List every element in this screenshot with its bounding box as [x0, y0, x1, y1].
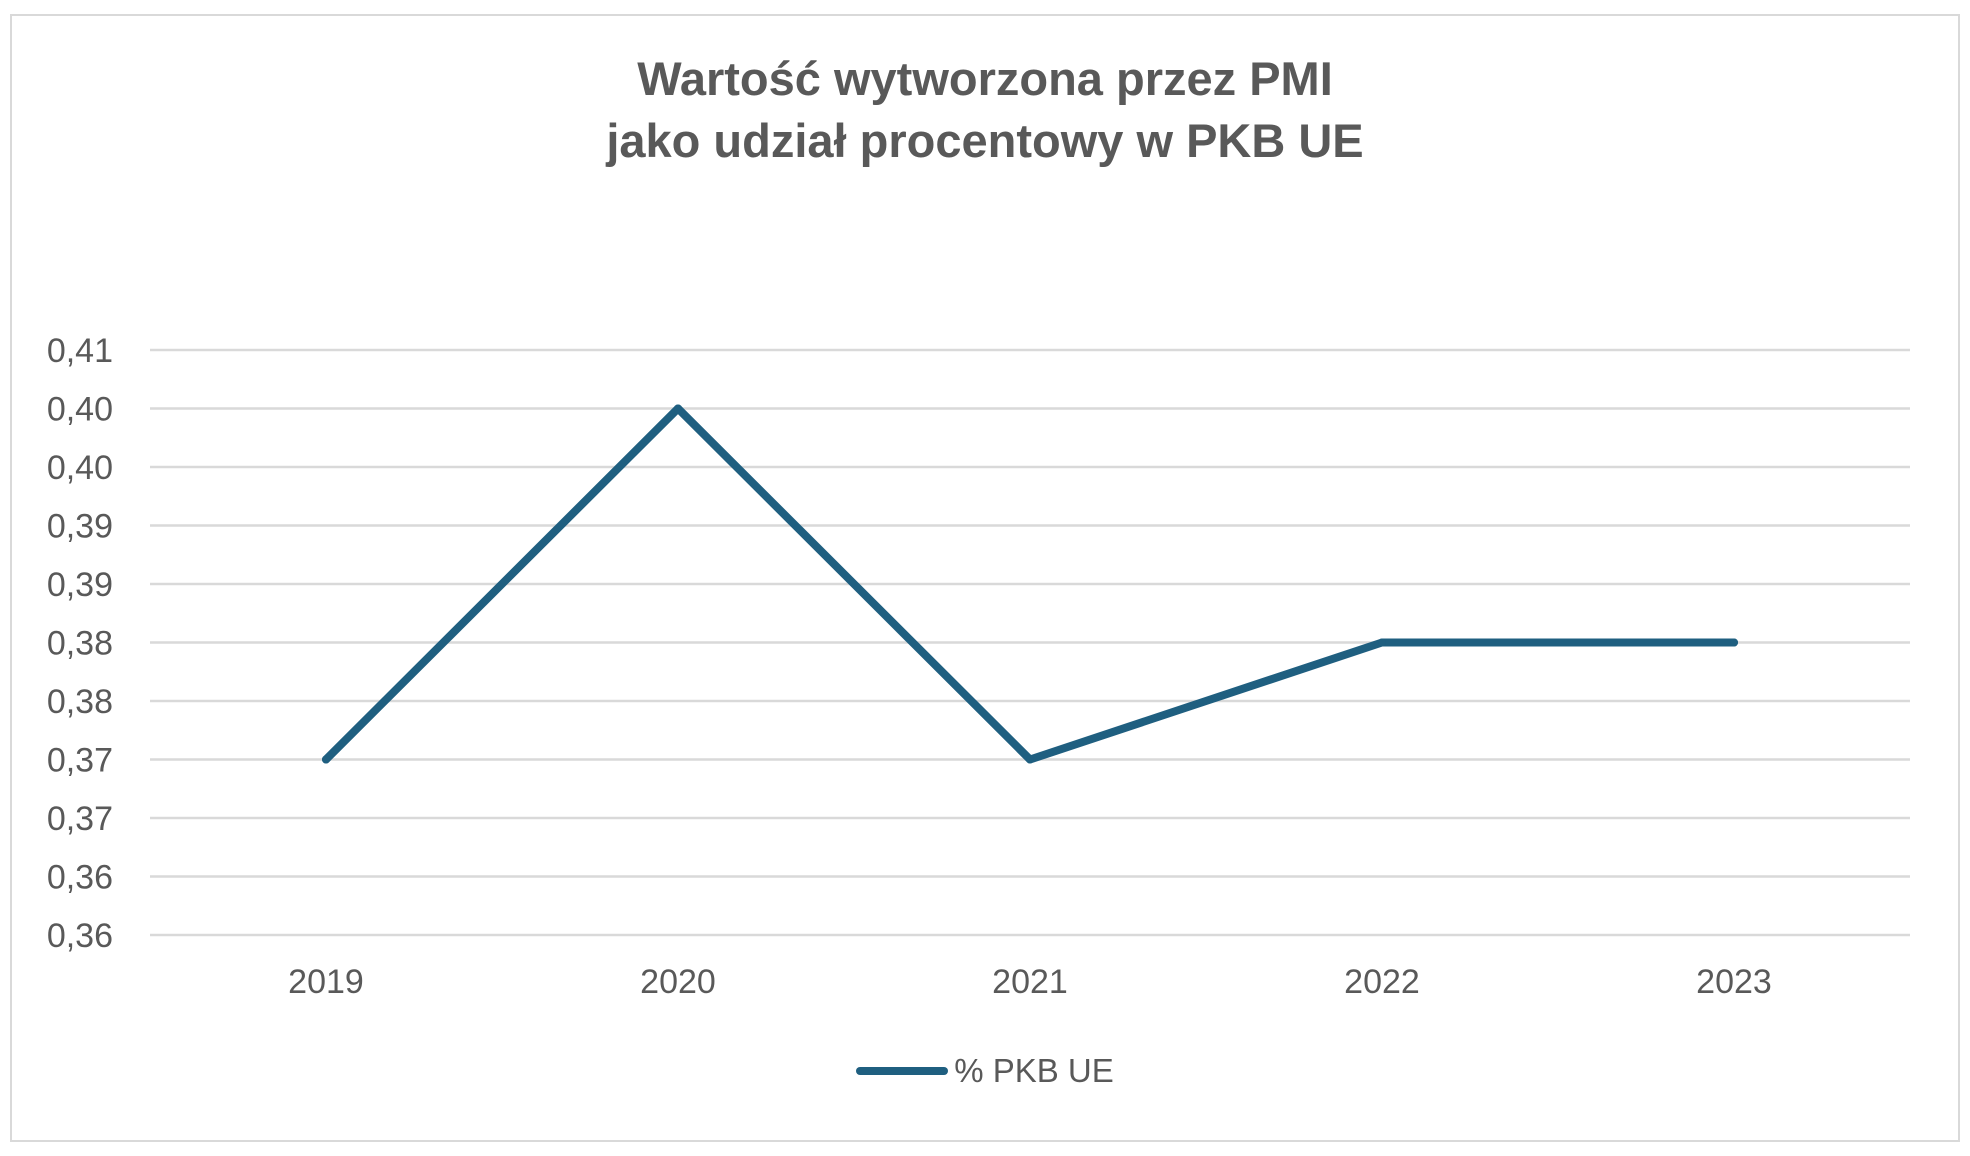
y-tick-label: 0,40 [47, 449, 113, 487]
data-point [674, 404, 682, 413]
y-tick-label: 0,40 [47, 391, 113, 429]
data-point [1730, 638, 1738, 647]
y-tick-label: 0,36 [47, 917, 113, 955]
legend: % PKB UE [0, 1052, 1970, 1090]
x-tick-label: 2023 [1696, 963, 1772, 1001]
data-point [322, 755, 330, 764]
y-tick-label: 0,39 [47, 508, 113, 546]
y-tick-label: 0,41 [47, 332, 113, 370]
x-tick-label: 2020 [640, 963, 716, 1001]
data-point [1378, 638, 1386, 647]
x-axis-tick-labels: 2019 2020 2021 2022 2023 [288, 963, 1772, 1001]
legend-swatch [856, 1067, 949, 1075]
x-tick-label: 2021 [992, 963, 1068, 1001]
series-lines [322, 404, 1738, 764]
y-tick-label: 0,38 [47, 683, 113, 721]
chart-title-line-2: jako udział procentowy w PKB UE [606, 114, 1364, 167]
chart-title-line-1: Wartość wytworzona przez PMI [637, 52, 1333, 105]
y-tick-label: 0,38 [47, 625, 113, 663]
y-tick-label: 0,37 [47, 800, 113, 838]
x-tick-label: 2019 [288, 963, 364, 1001]
y-tick-label: 0,37 [47, 742, 113, 780]
y-tick-label: 0,36 [47, 859, 113, 897]
legend-label-series-1: % PKB UE [954, 1052, 1114, 1089]
chart-frame [10, 14, 1960, 1142]
x-tick-label: 2022 [1344, 963, 1420, 1001]
y-axis-tick-labels: 0,36 0,36 0,37 0,37 0,38 0,38 0,39 0,39 0,40 0,40… [47, 332, 113, 955]
data-point [1026, 755, 1034, 764]
chart-title: Wartość wytworzona przez PMI jako udział… [0, 48, 1970, 172]
y-tick-label: 0,39 [47, 566, 113, 604]
